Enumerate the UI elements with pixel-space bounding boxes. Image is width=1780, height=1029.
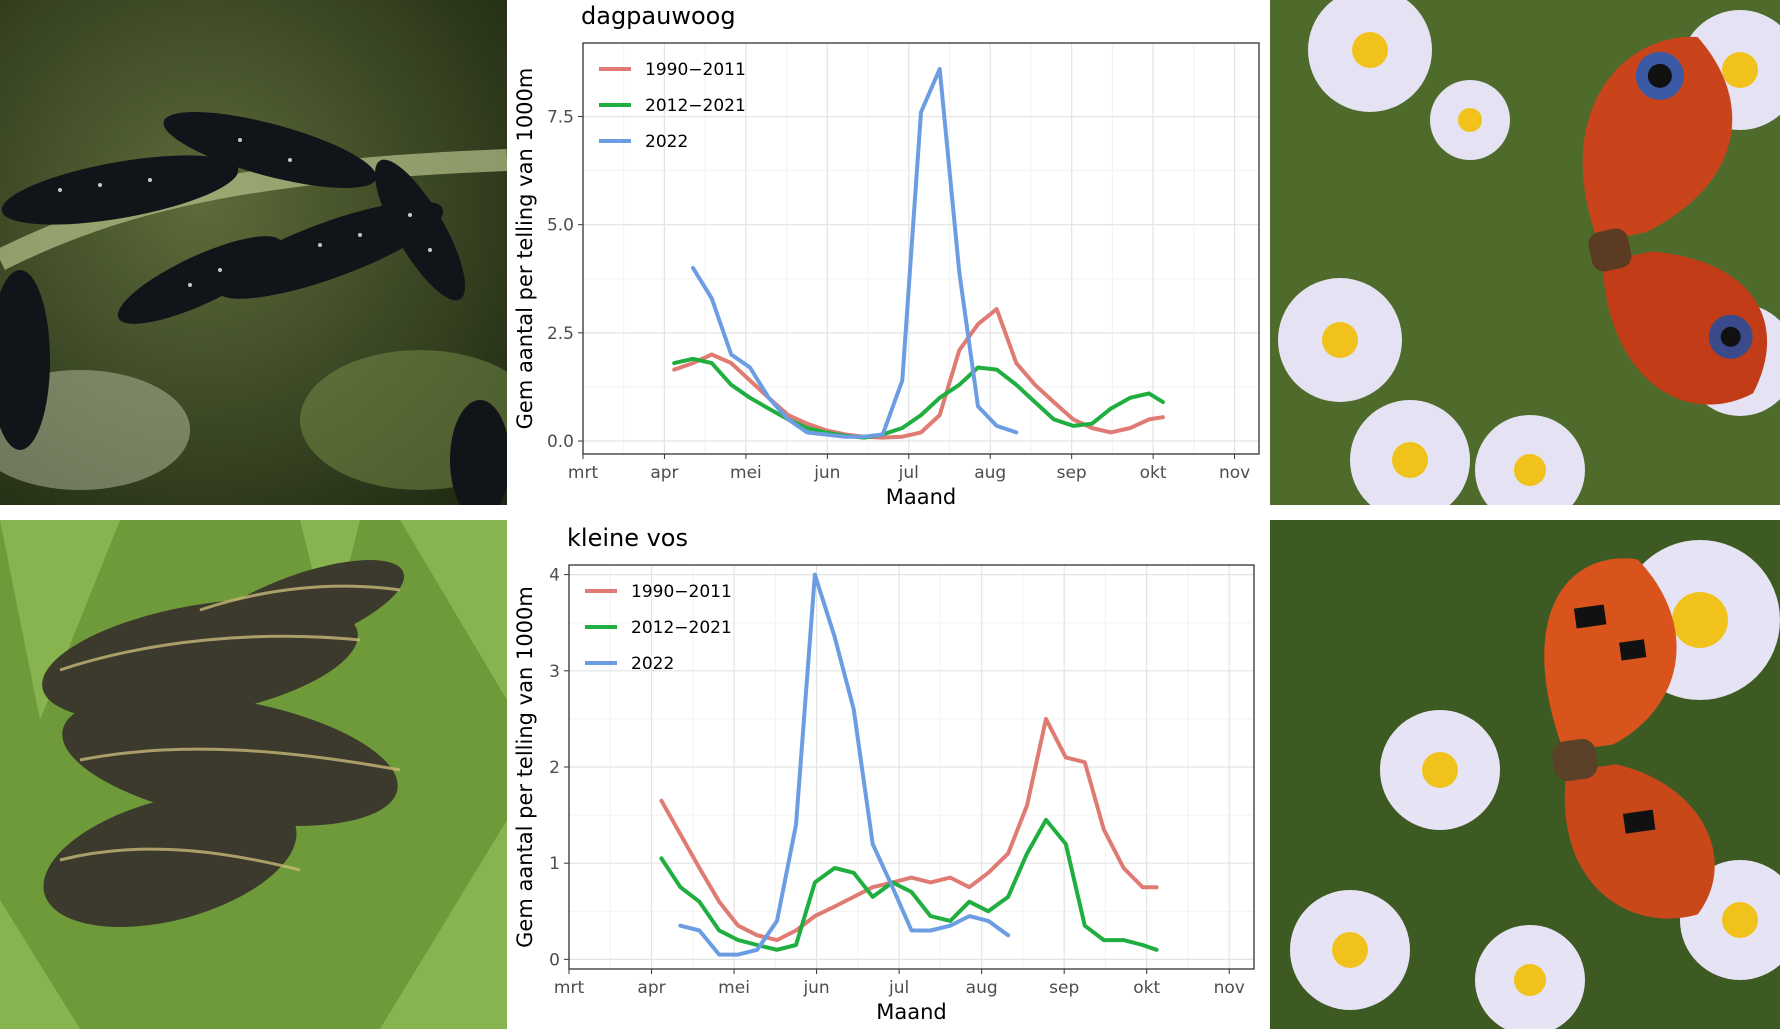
- legend-label: 1990−2011: [631, 582, 732, 602]
- x-tick-label: jun: [802, 978, 829, 998]
- plot-border: [568, 564, 1255, 970]
- y-tick-label: 1: [549, 854, 560, 874]
- y-tick-label: 0.0: [547, 432, 574, 452]
- series-line: [691, 67, 1019, 439]
- x-tick-label: aug: [966, 978, 998, 998]
- x-tick-label: aug: [974, 463, 1006, 483]
- x-tick-label: jun: [813, 463, 840, 483]
- y-tick-label: 4: [549, 566, 560, 586]
- x-axis-label: Maand: [886, 485, 957, 509]
- chart-title: kleine vos: [567, 524, 688, 552]
- small-tortoiseshell-butterfly-photo: [1270, 520, 1780, 1029]
- legend-label: 2012−2021: [645, 96, 746, 116]
- peacock-caterpillars-photo: [0, 0, 507, 505]
- x-tick-label: apr: [650, 463, 678, 483]
- legend-label: 2022: [631, 654, 674, 674]
- x-tick-label: apr: [637, 978, 665, 998]
- x-tick-label: okt: [1140, 463, 1167, 483]
- chart-panel-dagpauwoog: mrt apr mei jun jul aug sep okt nov 0.0 2.5 5.0 7.5 1…: [507, 0, 1270, 515]
- chart-kleine-vos: mrt apr mei jun jul aug sep okt nov 0 1 2 3 4 1990−201…: [513, 524, 1255, 1024]
- plot-border: [582, 42, 1260, 455]
- peacock-butterfly-photo: [1270, 0, 1780, 505]
- chart-panel-kleine-vos: mrt apr mei jun jul aug sep okt nov 0 1 2 3 4 1990−201…: [507, 515, 1270, 1029]
- y-tick-label: 7.5: [547, 108, 574, 128]
- series-line: [672, 356, 1165, 440]
- y-tick-label: 5.0: [547, 216, 574, 236]
- y-axis-label: Gem aantal per telling van 1000m: [513, 68, 537, 430]
- x-tick-label: mei: [718, 978, 750, 998]
- x-tick-label: jul: [898, 463, 919, 483]
- x-tick-label: jul: [888, 978, 909, 998]
- y-tick-label: 2.5: [547, 324, 574, 344]
- y-axis-label: Gem aantal per telling van 1000m: [513, 586, 537, 948]
- series-line: [659, 817, 1159, 952]
- chart-title: dagpauwoog: [581, 2, 736, 30]
- small-tortoiseshell-caterpillars-photo: [0, 520, 507, 1029]
- x-tick-label: nov: [1219, 463, 1250, 483]
- legend-label: 2022: [645, 132, 688, 152]
- legend-label: 1990−2011: [645, 60, 746, 80]
- chart-dagpauwoog: mrt apr mei jun jul aug sep okt nov 0.0 2.5 5.0 7.5 1…: [513, 2, 1260, 509]
- x-tick-label: mrt: [568, 463, 599, 483]
- series-line: [659, 716, 1159, 943]
- y-tick-label: 3: [549, 662, 560, 682]
- x-tick-label: okt: [1133, 978, 1160, 998]
- y-tick-label: 0: [549, 950, 560, 970]
- series-line: [678, 572, 1011, 957]
- x-tick-label: sep: [1057, 463, 1087, 483]
- legend-label: 2012−2021: [631, 618, 732, 638]
- y-tick-label: 2: [549, 758, 560, 778]
- x-tick-label: sep: [1049, 978, 1079, 998]
- x-axis-label: Maand: [876, 1000, 947, 1024]
- x-tick-label: mrt: [554, 978, 585, 998]
- x-tick-label: mei: [730, 463, 762, 483]
- x-tick-label: nov: [1214, 978, 1245, 998]
